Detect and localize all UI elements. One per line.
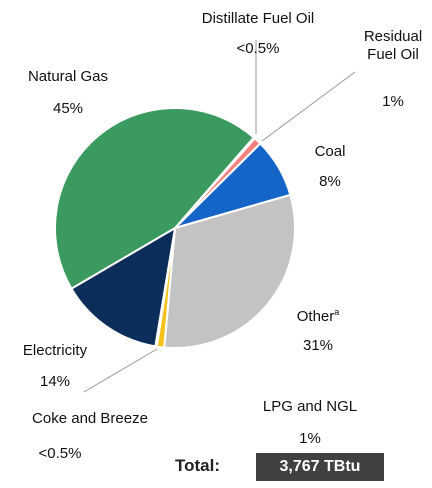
leader-line [83, 348, 158, 393]
slice-value: 31% [302, 337, 334, 354]
slice-value: 8% [319, 173, 341, 190]
slice-name: Coal [314, 143, 346, 160]
leader-line [261, 71, 356, 142]
pie-slice [54, 107, 256, 291]
slice-value: 14% [39, 373, 71, 390]
total-label: Total: [175, 456, 221, 475]
slice-name: Distillate Fuel Oil [201, 10, 315, 27]
pie-slice [163, 193, 296, 349]
pie-slice [70, 226, 177, 348]
slice-name: Natural Gas [27, 68, 109, 85]
slice-value: 45% [52, 100, 84, 117]
total-value: 3,767 TBtu [256, 453, 384, 481]
slice-name: LPG and NGL [262, 398, 358, 415]
slice-value: 1% [299, 430, 321, 447]
slice-name: Electricity [22, 342, 88, 359]
slice-value: <0.5% [236, 40, 280, 57]
slice-name: Coke and Breeze [32, 410, 148, 427]
slice-value: 1% [382, 93, 404, 110]
slice-value: <0.5% [38, 445, 82, 462]
footnote-marker: a [334, 307, 340, 317]
slice-name: Othera [296, 307, 340, 325]
slice-name: Residual Fuel Oil [363, 28, 423, 63]
